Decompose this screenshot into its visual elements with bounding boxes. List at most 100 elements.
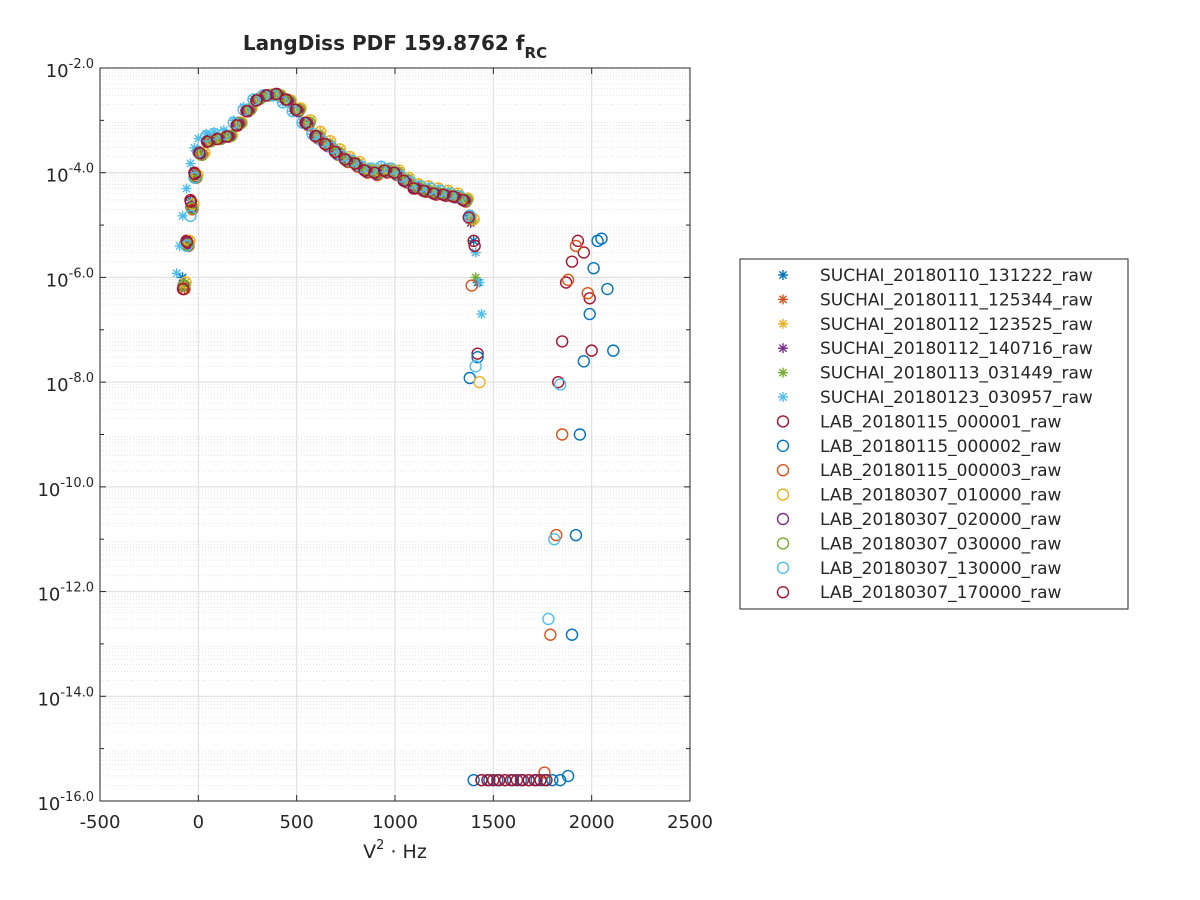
x-tick-label: 1500 bbox=[470, 812, 516, 833]
data-point-circle bbox=[263, 89, 277, 102]
legend-label: LAB_20180307_170000_raw bbox=[820, 583, 1061, 603]
legend-label: SUCHAI_20180111_125344_raw bbox=[820, 290, 1093, 310]
data-point-circle bbox=[465, 279, 478, 292]
legend-label: LAB_20180115_000001_raw bbox=[820, 412, 1061, 432]
data-point-circle bbox=[456, 193, 470, 207]
data-point-circle bbox=[194, 147, 207, 160]
data-point-circle bbox=[303, 116, 316, 129]
data-point-circle bbox=[306, 127, 319, 141]
legend-entry: LAB_20180307_170000_raw bbox=[776, 583, 1061, 603]
chart-title-main: LangDiss PDF 159.8762 f bbox=[243, 31, 525, 55]
y-tick-label-exponent: -12.0 bbox=[60, 581, 94, 596]
data-point-circle bbox=[463, 209, 476, 223]
legend-marker-circle bbox=[776, 586, 790, 599]
y-tick-label-base: 10 bbox=[46, 270, 69, 291]
data-point-circle bbox=[498, 773, 512, 787]
data-point-circle bbox=[291, 104, 304, 118]
data-point-circle bbox=[561, 769, 575, 783]
data-point-circle bbox=[188, 171, 201, 184]
data-point-circle bbox=[475, 773, 488, 787]
y-tick-label-base: 10 bbox=[37, 794, 60, 815]
data-point-circle bbox=[559, 276, 573, 289]
data-point-circle bbox=[453, 190, 467, 203]
data-point-circle bbox=[431, 186, 444, 200]
legend-entry: LAB_20180307_020000_raw bbox=[776, 510, 1061, 530]
legend-marker-circle bbox=[776, 415, 790, 428]
legend: SUCHAI_20180110_131222_raw SUCHAI_2018011… bbox=[739, 258, 1129, 610]
y-tick-label-exponent: -16.0 bbox=[60, 790, 94, 805]
data-point-circle bbox=[467, 234, 480, 248]
legend-label: LAB_20180115_000002_raw bbox=[820, 437, 1061, 457]
x-tick-label: 2000 bbox=[569, 812, 615, 833]
data-point-circle bbox=[188, 167, 201, 181]
data-point-circle bbox=[546, 773, 559, 787]
y-tick-label: 10-12.0 bbox=[37, 581, 94, 606]
legend-entry: SUCHAI_20180113_031449_raw bbox=[778, 364, 1093, 384]
data-point-circle bbox=[601, 282, 614, 296]
y-tick-label-exponent: -6.0 bbox=[69, 266, 94, 281]
legend-label: SUCHAI_20180112_140716_raw bbox=[820, 339, 1093, 359]
x-tick-label: 500 bbox=[279, 812, 313, 833]
legend-label: LAB_20180307_030000_raw bbox=[820, 534, 1061, 554]
asterisk-stroke bbox=[778, 270, 788, 280]
legend-marker-asterisk bbox=[778, 367, 788, 378]
data-point-circle bbox=[573, 428, 587, 441]
data-point-circle bbox=[391, 166, 405, 179]
legend-marker-circle bbox=[776, 512, 790, 526]
data-point-circle bbox=[462, 211, 475, 224]
y-tick-label-base: 10 bbox=[37, 585, 60, 606]
legend-marker-circle bbox=[776, 488, 790, 501]
legend-marker-circle bbox=[776, 537, 790, 550]
data-point-circle bbox=[224, 129, 237, 143]
y-tick-label-exponent: -10.0 bbox=[60, 476, 94, 491]
data-point-circle bbox=[193, 146, 206, 160]
legend-label: LAB_20180307_010000_raw bbox=[820, 486, 1061, 506]
legend-entry: SUCHAI_20180112_140716_raw bbox=[778, 339, 1093, 359]
x-tick-label: 2500 bbox=[667, 812, 713, 833]
data-point-circle bbox=[585, 344, 598, 357]
data-point-circle bbox=[192, 145, 205, 159]
data-point-circle bbox=[471, 350, 484, 364]
y-tick-label-base: 10 bbox=[37, 689, 60, 710]
data-point-circle bbox=[565, 255, 579, 268]
data-point-circle bbox=[583, 307, 596, 321]
data-point-circle bbox=[471, 347, 484, 360]
data-point-circle bbox=[289, 103, 302, 116]
data-point-circle bbox=[595, 232, 608, 245]
data-point-circle bbox=[436, 188, 450, 201]
asterisk-stroke bbox=[778, 368, 788, 377]
data-point-asterisk bbox=[171, 268, 182, 279]
legend-marker-asterisk bbox=[778, 318, 788, 329]
data-point-circle bbox=[176, 282, 190, 296]
chart-title-subscript: RC bbox=[525, 44, 548, 62]
asterisk-stroke bbox=[778, 295, 788, 304]
asterisk-stroke bbox=[778, 344, 788, 353]
asterisk-stroke bbox=[172, 269, 181, 278]
x-tick-label: 1000 bbox=[372, 812, 418, 833]
data-point-circle bbox=[227, 116, 240, 129]
legend-label: SUCHAI_20180113_031449_raw bbox=[820, 364, 1093, 384]
data-point-circle bbox=[387, 166, 401, 179]
y-tick-label-base: 10 bbox=[37, 480, 60, 501]
data-point-circle bbox=[544, 628, 557, 641]
chart-title: LangDiss PDF 159.8762 fRC bbox=[243, 31, 547, 62]
data-point-circle bbox=[538, 766, 551, 779]
legend-entry: LAB_20180307_030000_raw bbox=[776, 534, 1061, 554]
data-point-circle bbox=[328, 145, 342, 159]
x-axis-label-rest: · Hz bbox=[384, 841, 426, 863]
data-point-circle bbox=[296, 116, 309, 129]
data-point-circle bbox=[548, 533, 561, 546]
data-point-circle bbox=[468, 239, 481, 253]
x-axis-label: V2 · Hz bbox=[363, 838, 427, 863]
data-point-circle bbox=[240, 104, 253, 118]
data-point-circle bbox=[299, 116, 312, 129]
data-point-circle bbox=[504, 773, 518, 787]
y-tick-label: 10-6.0 bbox=[46, 266, 94, 291]
data-point-circle bbox=[467, 773, 480, 787]
data-point-circle bbox=[220, 130, 234, 143]
y-tick-label-base: 10 bbox=[46, 375, 69, 396]
data-point-circle bbox=[555, 335, 569, 348]
data-point-circle bbox=[554, 773, 567, 787]
asterisk-stroke bbox=[180, 281, 189, 290]
